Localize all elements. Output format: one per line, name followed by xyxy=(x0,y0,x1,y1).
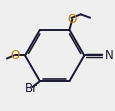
Text: Br: Br xyxy=(24,82,37,95)
Text: N: N xyxy=(104,49,112,62)
Text: O: O xyxy=(10,49,20,62)
Text: O: O xyxy=(67,13,76,26)
